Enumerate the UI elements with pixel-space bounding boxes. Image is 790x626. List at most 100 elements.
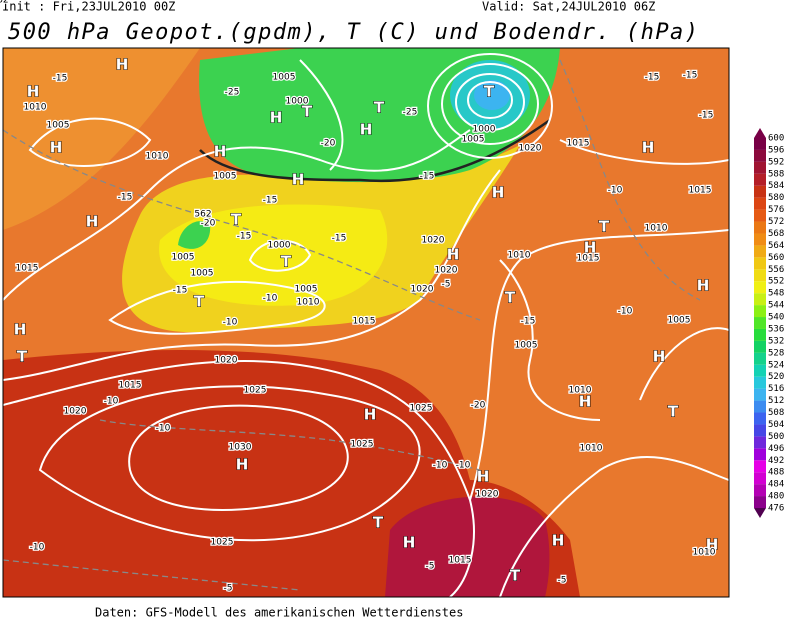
isobars <box>3 53 729 597</box>
contour-552 <box>199 118 551 183</box>
colorbar-label: 512 <box>768 396 784 406</box>
contour-label: -20 <box>321 139 336 149</box>
contour-label: -15 <box>263 196 278 206</box>
contour-label: -10 <box>263 294 278 304</box>
contour-label: 562 <box>0 0 9 6</box>
colorbar-label: 484 <box>768 480 784 490</box>
colorbar-label: 492 <box>768 456 784 466</box>
colorbar-arrow-top <box>754 128 766 138</box>
colorbar-label: 520 <box>768 372 784 382</box>
contour-label: 1010 <box>297 298 320 308</box>
contour-label: -15 <box>173 286 188 296</box>
contour-label: -15 <box>683 71 698 81</box>
field-blue <box>474 80 510 110</box>
pressure-center: T <box>505 289 516 307</box>
contour-label: -10 <box>433 461 448 471</box>
pressure-center: H <box>697 277 710 295</box>
colorbar-band <box>754 412 766 425</box>
colorbar-band <box>754 197 766 210</box>
pressure-center: T <box>484 83 495 101</box>
pressure-center: H <box>270 109 283 127</box>
contour-label: 1015 <box>16 264 39 274</box>
colorbar-band <box>754 376 766 389</box>
contour-label: -15 <box>332 234 347 244</box>
contour-label: -20 <box>201 219 216 229</box>
contour-label: 1020 <box>411 285 434 295</box>
contour-label: -15 <box>645 73 660 83</box>
colorbar-band <box>754 340 766 353</box>
colorbar-band <box>754 436 766 449</box>
contour-label: -5 <box>442 280 451 290</box>
pressure-center: H <box>403 534 416 552</box>
pressure-center: H <box>50 139 63 157</box>
colorbar-label: 588 <box>768 169 784 179</box>
contour-label: 1030 <box>229 443 252 453</box>
contour-label: -5 <box>558 576 567 586</box>
colorbar-label: 524 <box>768 360 784 370</box>
colorbar-band <box>754 185 766 198</box>
data-source: Daten: GFS-Modell des amerikanischen Wet… <box>95 606 463 620</box>
colorbar-band <box>754 209 766 222</box>
contour-label: -10 <box>608 186 623 196</box>
pressure-center: T <box>231 211 242 229</box>
pressure-center: H <box>214 143 227 161</box>
contour-label: -25 <box>225 88 240 98</box>
contour-label: -15 <box>237 232 252 242</box>
colorbar-band <box>754 161 766 174</box>
contour-label: 1025 <box>410 404 433 414</box>
contour-label: 1015 <box>577 254 600 264</box>
colorbar-label: 596 <box>768 145 784 155</box>
contour-label: -5 <box>224 584 233 594</box>
contour-label: 1005 <box>462 135 485 145</box>
colorbar-label: 564 <box>768 241 784 251</box>
contour-label: -15 <box>521 317 536 327</box>
contour-label: -15 <box>699 111 714 121</box>
contour-label: 1000 <box>473 125 496 135</box>
colorbar-label: 560 <box>768 253 784 263</box>
field-green-small <box>178 221 211 249</box>
contour-label: 1005 <box>214 172 237 182</box>
pressure-center: H <box>364 406 377 424</box>
contour-label: 1005 <box>191 269 214 279</box>
contour-label: 1020 <box>435 266 458 276</box>
map-title: 500 hPa Geopot.(gpdm), T (C) und Bodendr… <box>8 20 698 45</box>
colorbar-label: 572 <box>768 217 784 227</box>
contour-label: 1020 <box>422 236 445 246</box>
contour-label: 1010 <box>645 224 668 234</box>
pressure-center: T <box>510 567 521 585</box>
colorbar-band <box>754 305 766 318</box>
colorbar-band <box>754 173 766 186</box>
pressure-center: T <box>668 403 679 421</box>
colorbar-band <box>754 388 766 401</box>
contour-label: -10 <box>618 307 633 317</box>
colorbar-label: 500 <box>768 432 784 442</box>
contour-label: -5 <box>426 562 435 572</box>
pressure-center: T <box>374 99 385 117</box>
contour-label: 1010 <box>580 444 603 454</box>
contour-label: 1010 <box>693 548 716 558</box>
pressure-center: T <box>17 348 28 366</box>
contour-label: -15 <box>118 193 133 203</box>
pressure-center: H <box>492 184 505 202</box>
field-yellow-core <box>159 204 388 306</box>
colorbar-label: 528 <box>768 348 784 358</box>
colorbar-label: 576 <box>768 205 784 215</box>
pressure-center: H <box>86 213 99 231</box>
contour-label: -10 <box>104 397 119 407</box>
pressure-center: H <box>552 532 565 550</box>
colorbar-band <box>754 496 766 508</box>
colorbar-band <box>754 424 766 437</box>
colorbar-label: 568 <box>768 229 784 239</box>
contour-label: 1005 <box>273 73 296 83</box>
colorbar-band <box>754 138 766 150</box>
colorbar-label: 536 <box>768 324 784 334</box>
colorbar-label: 476 <box>768 504 784 514</box>
colorbar-band <box>754 328 766 341</box>
pressure-center: H <box>292 171 305 189</box>
colorbar-band <box>754 472 766 485</box>
colorbar-label: 508 <box>768 408 784 418</box>
colorbar-band <box>754 149 766 162</box>
contour-label: -25 <box>403 108 418 118</box>
map <box>3 48 729 597</box>
